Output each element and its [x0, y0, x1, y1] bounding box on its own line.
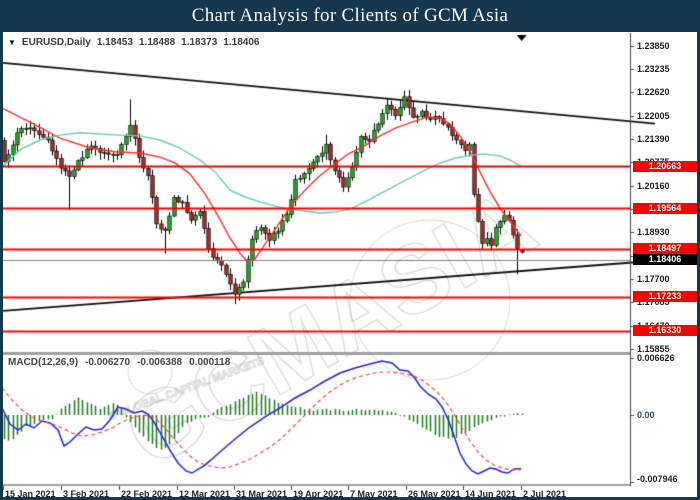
chart-header: ▼ EURUSD,Daily 1.18453 1.18488 1.18373 1…	[8, 37, 259, 48]
price-tick-label: 1.22005	[637, 110, 670, 121]
price-tick-label: 1.23850	[637, 40, 670, 51]
macd-value-main: -0.006270	[85, 357, 131, 368]
date-tick-label: 15 Jan 2021	[5, 489, 56, 499]
macd-axis-label: -0.007946	[637, 474, 678, 484]
level-price-badge: 1.19564	[633, 202, 697, 214]
date-tick-label: 14 Jun 2021	[465, 489, 517, 499]
price-tick-label: 1.18930	[637, 227, 670, 238]
date-tick-label: 12 Mar 2021	[179, 489, 231, 499]
macd-value-signal: -0.006388	[137, 357, 183, 368]
level-price-badge: 1.17233	[633, 291, 697, 303]
symbol-label: EURUSD,Daily	[21, 37, 91, 48]
price-tick-label: 1.23235	[637, 63, 670, 74]
price-tick-label: 1.17700	[637, 273, 670, 284]
ohlc-close: 1.18406	[223, 37, 260, 48]
macd-value-hist: 0.000118	[189, 357, 231, 368]
price-tick-label: 1.22620	[637, 87, 670, 98]
price-tick-label: 1.21390	[637, 133, 670, 144]
macd-axis-label: 0.006626	[637, 353, 675, 364]
date-tick-label: 7 May 2021	[350, 489, 398, 499]
date-tick-label: 26 May 2021	[408, 489, 461, 499]
macd-label: MACD(12,26,9)	[8, 357, 79, 368]
date-tick-label: 22 Feb 2021	[121, 489, 173, 499]
macd-header: MACD(12,26,9) -0.006270 -0.006388 0.0001…	[8, 357, 230, 368]
date-tick-label: 3 Feb 2021	[63, 489, 110, 499]
price-tick-label: 1.17085	[637, 297, 670, 308]
ohlc-low: 1.18373	[181, 37, 218, 48]
date-tick-label: 31 Mar 2021	[236, 489, 288, 499]
ohlc-open: 1.18453	[96, 37, 133, 48]
price-tick-label: 1.20160	[637, 180, 670, 191]
date-tick-label: 19 Apr 2021	[293, 489, 344, 499]
current-price-badge: 1.18406	[633, 254, 697, 266]
collapse-icon[interactable]: ▼	[8, 38, 16, 47]
level-price-badge: 1.16330	[633, 325, 697, 337]
price-tick-label: 1.15855	[637, 344, 670, 355]
level-price-badge: 1.18497	[633, 243, 697, 255]
date-tick-label: 2 Jul 2021	[523, 489, 567, 499]
macd-axis-label: 0.00	[637, 410, 655, 420]
level-price-badge: 1.20663	[633, 160, 697, 172]
ohlc-high: 1.18488	[138, 37, 176, 48]
